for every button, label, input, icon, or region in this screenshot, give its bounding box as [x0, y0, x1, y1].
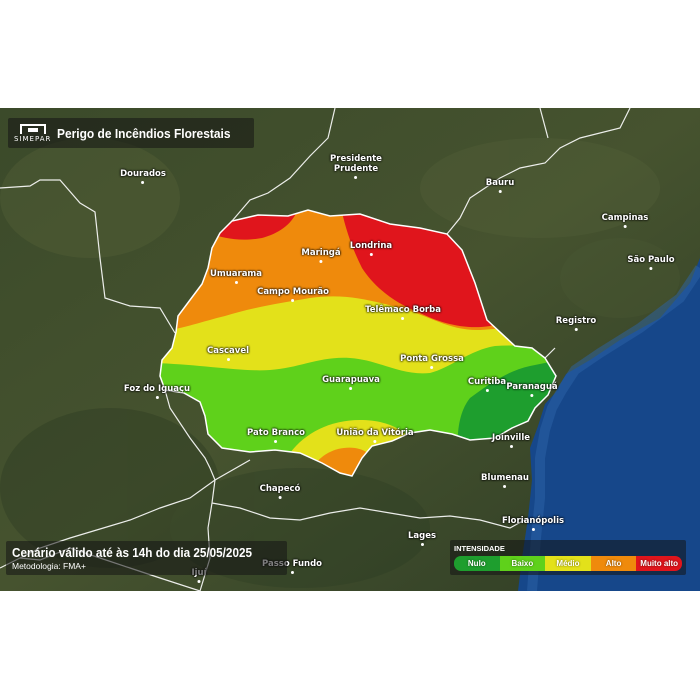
city-blumenau: Blumenau [481, 473, 529, 488]
city-label: Dourados [120, 169, 166, 179]
city-label: Londrina [349, 241, 393, 251]
city-marker [354, 176, 358, 179]
scenario-info: Cenário válido até às 14h do dia 25/05/2… [6, 541, 287, 575]
city-marker [574, 328, 578, 331]
scenario-validity: Cenário válido até às 14h do dia 25/05/2… [12, 545, 252, 560]
city-label: Chapecó [259, 484, 301, 494]
city-label: Passo Fundo [261, 559, 323, 569]
city-dourados: Dourados [120, 169, 166, 184]
city-marker [530, 394, 534, 397]
ocean-shelf [527, 265, 700, 591]
city-marker [274, 440, 278, 443]
city-lages: Lages [408, 531, 436, 546]
map-title: Perigo de Incêndios Florestais [57, 125, 231, 141]
city-marker [485, 389, 489, 392]
city-maringa: Maringá [301, 248, 341, 263]
city-marker [319, 260, 323, 263]
city-label: Curitiba [467, 377, 507, 387]
city-sao-paulo: São Paulo [627, 255, 675, 270]
city-label: Cascavel [206, 346, 250, 356]
city-telemaco-borba: Telêmaco Borba [365, 305, 441, 320]
city-londrina: Londrina [350, 241, 392, 256]
city-uniao-da-vitoria: União da Vitória [336, 428, 414, 443]
city-label: Lages [407, 531, 437, 541]
city-label: Ponta Grossa [400, 354, 464, 364]
city-marker [155, 396, 159, 399]
city-label: Bauru [485, 178, 515, 188]
methodology: Metodologia: FMA+ [12, 561, 86, 571]
city-florianopolis: Florianópolis [502, 516, 564, 531]
city-label: Umuarama [209, 269, 263, 279]
city-bauru: Bauru [485, 178, 515, 193]
ocean [518, 258, 700, 591]
city-label: Paranaguá [506, 382, 558, 392]
city-marker [278, 496, 282, 499]
city-foz-do-iguacu: Foz do Iguaçu [124, 384, 190, 399]
city-pato-branco: Pato Branco [247, 428, 305, 443]
city-campinas: Campinas [601, 213, 649, 228]
logo-text: SIMEPAR [14, 134, 52, 143]
city-label: Presidente Prudente [330, 154, 382, 174]
intensity-legend: INTENSIDADE Nulo Baixo Médio Alto Muito … [450, 540, 686, 575]
legend-title: INTENSIDADE [454, 544, 505, 553]
city-marker [509, 445, 513, 448]
city-campo-mourao: Campo Mourão [257, 287, 329, 302]
parana-outline [159, 209, 557, 477]
map-canvas [0, 108, 700, 591]
city-marker [430, 366, 434, 369]
city-marker [291, 299, 295, 302]
city-label: Campinas [601, 213, 649, 223]
city-label: Maringá [301, 248, 341, 258]
city-label: Registro [555, 316, 597, 326]
city-label: Florianópolis [501, 516, 565, 526]
city-marker [141, 181, 145, 184]
city-label: Joinville [491, 433, 531, 443]
legend-item-alto: Alto [590, 556, 637, 571]
legend-item-baixo: Baixo [499, 556, 546, 571]
city-marker [649, 267, 653, 270]
city-marker [349, 387, 353, 390]
city-label: Telêmaco Borba [365, 305, 441, 315]
city-label: Pato Branco [247, 428, 305, 438]
city-marker [623, 225, 627, 228]
legend-item-nulo: Nulo [454, 556, 500, 571]
city-label: Blumenau [481, 473, 529, 483]
city-marker [531, 528, 535, 531]
legend-item-medio: Médio [545, 556, 591, 571]
city-passo-fundo: Passo Fundo [262, 559, 322, 574]
map-frame: Presidente Prudente Dourados Bauru Campi… [0, 108, 700, 591]
simepar-logo: SIMEPAR [14, 123, 52, 143]
legend-bar: Nulo Baixo Médio Alto Muito alto [454, 556, 682, 571]
city-curitiba: Curitiba [468, 377, 506, 392]
city-paranagua: Paranaguá [506, 382, 558, 397]
simepar-logo-icon [19, 123, 46, 134]
city-label: Campo Mourão [257, 287, 329, 297]
city-label: Foz do Iguaçu [123, 384, 191, 394]
city-label: São Paulo [627, 255, 675, 265]
terrain-texture [0, 138, 680, 588]
city-marker [369, 253, 373, 256]
city-cascavel: Cascavel [207, 346, 249, 361]
city-marker [498, 190, 502, 193]
city-registro: Registro [556, 316, 596, 331]
city-marker [290, 571, 294, 574]
city-label: União da Vitória [336, 428, 414, 438]
city-marker [197, 580, 201, 583]
city-marker [226, 358, 230, 361]
city-umuarama: Umuarama [210, 269, 262, 284]
legend-item-muito-alto: Muito alto [636, 556, 682, 571]
city-marker [401, 317, 405, 320]
map-header: SIMEPAR Perigo de Incêndios Florestais [8, 118, 254, 148]
city-marker [420, 543, 424, 546]
city-chapeco: Chapecó [259, 484, 301, 499]
city-marker [373, 440, 377, 443]
city-joinville: Joinville [492, 433, 530, 448]
city-label: Guarapuava [322, 375, 380, 385]
city-ponta-grossa: Ponta Grossa [400, 354, 464, 369]
city-presidente-prudente: Presidente Prudente [330, 154, 382, 179]
city-guarapuava: Guarapuava [322, 375, 380, 390]
city-marker [234, 281, 238, 284]
city-marker [503, 485, 507, 488]
